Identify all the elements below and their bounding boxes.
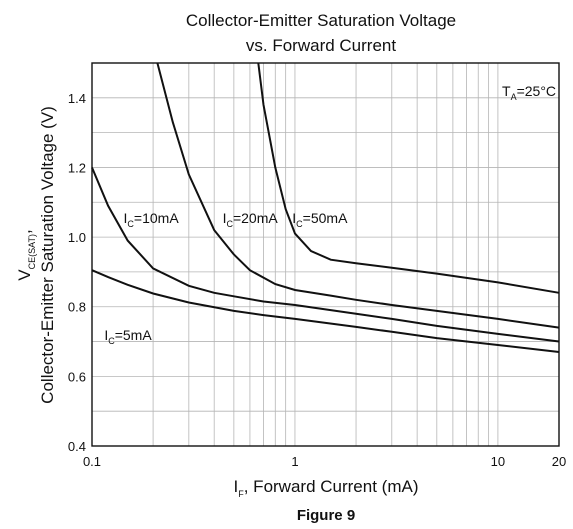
y-tick-label: 0.4: [68, 439, 86, 454]
x-axis-label: IF, Forward Current (mA): [234, 477, 419, 499]
temperature-annotation: TA=25°C: [502, 83, 556, 102]
series-line: [91, 167, 560, 343]
y-axis-label: VCE(SAT), Collector-Emitter Saturation V…: [15, 106, 57, 404]
y-tick-label: 1.2: [68, 160, 86, 175]
series-label: IC=20mA: [223, 210, 279, 229]
series-label: IC=5mA: [104, 327, 152, 346]
y-axis-label-line1: VCE(SAT),: [15, 229, 37, 280]
y-tick-label: 1.0: [68, 230, 86, 245]
series-line: [156, 62, 560, 329]
y-tick-label: 0.6: [68, 369, 86, 384]
series-lines: [91, 62, 560, 353]
x-tick-label: 20: [552, 454, 566, 469]
plot-frame: [91, 62, 560, 447]
chart-title-line2: vs. Forward Current: [246, 36, 396, 55]
series-line: [257, 62, 560, 294]
figure-caption: Figure 9: [297, 507, 355, 524]
series-labels: IC=5mA IC=10mA IC=20mA IC=50mA: [104, 210, 348, 346]
x-tick-label: 0.1: [83, 454, 101, 469]
y-tick-label: 1.4: [68, 91, 86, 106]
x-tick-label: 10: [491, 454, 505, 469]
y-tick-label: 0.8: [68, 300, 86, 315]
grid: [92, 63, 559, 446]
y-axis-label-line2: Collector-Emitter Saturation Voltage (V): [38, 106, 57, 404]
series-line: [91, 269, 560, 353]
series-label: IC=50mA: [292, 210, 348, 229]
tick-labels: 0.1 1 10 20 0.4 0.6 0.8 1.0 1.2 1.4: [68, 91, 566, 469]
series-label: IC=10mA: [124, 210, 180, 229]
chart-title-line1: Collector-Emitter Saturation Voltage: [186, 11, 456, 30]
x-tick-label: 1: [291, 454, 298, 469]
